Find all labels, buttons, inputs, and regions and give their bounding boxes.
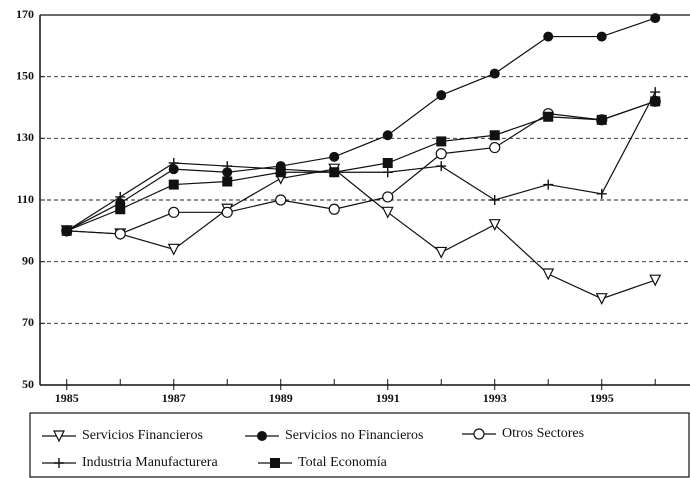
- data-point: [382, 130, 393, 141]
- y-tick-label: 90: [22, 253, 34, 267]
- data-point: [650, 87, 661, 98]
- data-point: [114, 228, 126, 240]
- data-point: [168, 179, 179, 190]
- y-tick-label: 110: [17, 192, 34, 206]
- data-point: [222, 167, 233, 178]
- data-point: [168, 206, 180, 218]
- data-point: [436, 90, 447, 101]
- x-tick-label: 1991: [376, 391, 400, 405]
- legend-marker: [473, 428, 485, 440]
- data-point: [489, 195, 500, 205]
- legend-label: Servicios no Financieros: [285, 428, 423, 443]
- data-point: [489, 130, 500, 141]
- series-line: [66, 168, 656, 300]
- data-point: [543, 111, 554, 122]
- data-point: [328, 203, 340, 215]
- x-tick-label: 1993: [483, 391, 507, 405]
- legend-label: Total Economía: [298, 455, 388, 470]
- data-point: [329, 151, 340, 162]
- legend-marker: [53, 430, 65, 443]
- data-point: [649, 274, 662, 287]
- data-point: [436, 136, 447, 147]
- data-point: [222, 176, 233, 187]
- data-point: [329, 167, 340, 178]
- data-point: [595, 293, 608, 306]
- legend-label: Industria Manufacturera: [82, 455, 218, 470]
- data-point: [543, 179, 554, 190]
- data-point: [650, 13, 661, 24]
- series-line: [66, 100, 656, 232]
- data-point: [275, 167, 286, 178]
- data-point: [168, 164, 179, 175]
- data-point: [435, 246, 448, 259]
- legend-box: [29, 412, 690, 478]
- data-point: [489, 141, 501, 154]
- series-line: [66, 91, 656, 232]
- data-point: [61, 225, 72, 236]
- series-line: [66, 17, 656, 232]
- x-tick-label: 1995: [590, 391, 614, 405]
- y-tick-label: 130: [16, 130, 34, 144]
- data-point: [489, 68, 500, 79]
- data-point: [650, 96, 661, 107]
- y-tick-label: 70: [22, 315, 34, 329]
- legend-marker: [270, 458, 280, 468]
- data-point: [115, 204, 126, 215]
- data-point: [115, 191, 126, 202]
- data-point: [488, 219, 501, 232]
- data-point: [435, 148, 447, 160]
- data-point: [382, 167, 393, 178]
- data-point: [221, 206, 233, 218]
- x-tick-label: 1987: [162, 391, 186, 405]
- y-tick-label: 170: [16, 7, 34, 21]
- data-point: [596, 188, 607, 199]
- data-point: [596, 31, 607, 42]
- x-tick-label: 1989: [269, 391, 293, 405]
- data-point: [382, 191, 394, 203]
- legend-marker: [257, 431, 267, 441]
- data-point: [596, 114, 607, 125]
- y-tick-label: 150: [16, 68, 34, 82]
- data-point: [167, 243, 180, 256]
- data-point: [436, 161, 447, 172]
- data-point: [382, 158, 393, 168]
- legend-label: Servicios Financieros: [82, 428, 203, 443]
- data-point: [542, 268, 555, 281]
- data-point: [275, 194, 287, 206]
- x-tick-label: 1985: [55, 391, 79, 405]
- legend-marker: [54, 458, 64, 468]
- legend-label: Otros Sectores: [502, 426, 584, 441]
- data-point: [222, 161, 233, 172]
- data-point: [381, 206, 394, 219]
- data-point: [543, 31, 554, 42]
- data-point: [168, 158, 179, 168]
- y-tick-label: 50: [22, 377, 34, 391]
- series-line: [66, 100, 656, 235]
